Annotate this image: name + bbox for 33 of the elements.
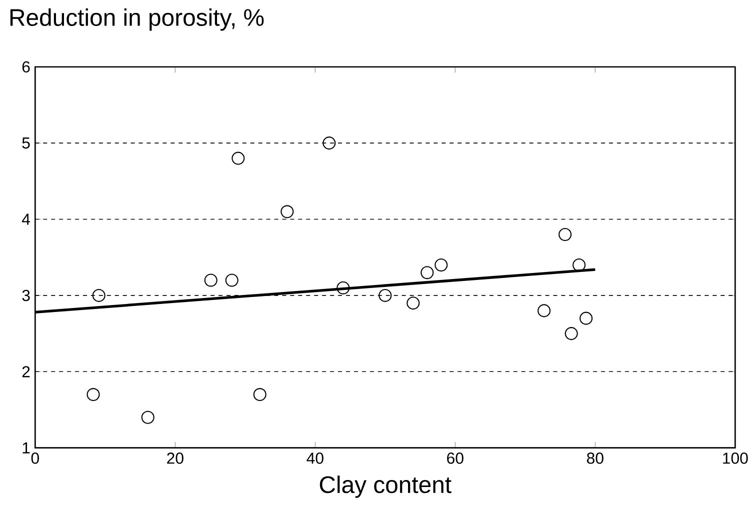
point: [86, 388, 100, 402]
point: [141, 410, 154, 424]
chart-title: Reduction in porosity, %: [10, 8, 264, 31]
y-tick-label: 4: [22, 214, 30, 225]
x-tick-label: 100: [723, 452, 748, 464]
point: [92, 288, 106, 302]
x-tick-label: 40: [306, 452, 324, 464]
point: [538, 304, 551, 318]
x-tick-label: 0: [31, 452, 39, 464]
y-tick-label: 3: [22, 290, 30, 302]
point: [558, 228, 572, 242]
point: [434, 258, 448, 272]
point: [253, 388, 266, 402]
point: [225, 274, 238, 287]
y-tick-label: 5: [22, 138, 30, 149]
x-tick-label: 80: [586, 452, 604, 464]
point: [406, 296, 420, 310]
point: [378, 288, 392, 302]
point: [322, 136, 336, 150]
point: [232, 152, 245, 165]
x-tick-label: 20: [167, 452, 184, 464]
x-axis-title: Clay content: [320, 476, 452, 498]
x-tick-label: 60: [447, 452, 464, 464]
point: [572, 258, 586, 272]
y-tick-label: 1: [22, 442, 30, 454]
point: [580, 312, 593, 325]
point: [204, 274, 218, 287]
point: [336, 281, 350, 294]
y-tick-label: 2: [22, 366, 30, 378]
y-tick-label: 6: [22, 61, 30, 72]
point: [564, 327, 578, 340]
point: [280, 205, 294, 218]
point: [420, 266, 434, 280]
